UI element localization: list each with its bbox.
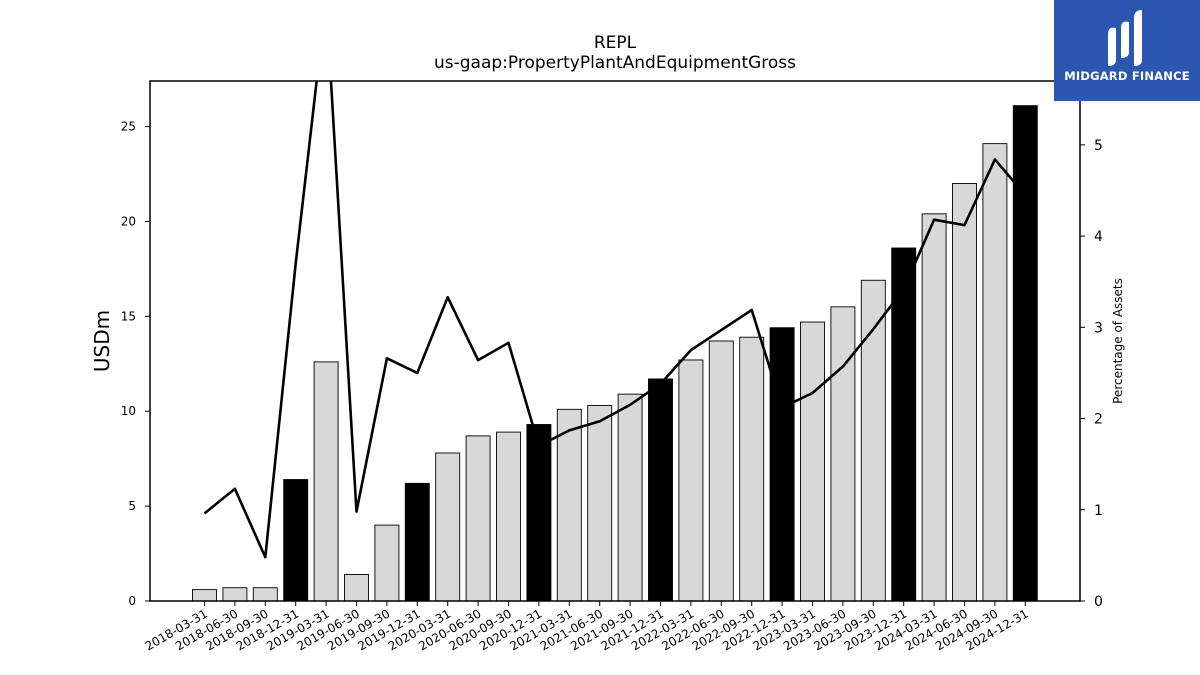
midgard-logo-icon [1108,10,1142,67]
bar-2024-12-31 [1012,105,1038,602]
bar-2022-12-31 [769,327,795,602]
line-group [203,81,1027,559]
y-tick-label: 5 [128,499,136,513]
bar-2022-09-30 [739,336,765,602]
bar-2019-06-30 [344,573,369,602]
y-tick-label: 15 [121,309,136,323]
y2-tick-label: 4 [1094,229,1103,245]
bar-2018-12-31 [283,479,309,602]
bar-2021-06-30 [587,405,613,602]
bar-2024-06-30 [952,183,977,602]
y2-tick-label: 3 [1094,320,1103,336]
percentage-line [203,81,1027,559]
bar-2023-12-31 [891,247,917,602]
bar-2020-03-31 [435,452,461,602]
x-axis: 2018-03-312018-06-302018-09-302018-12-31… [143,601,1031,653]
bar-2024-09-30 [982,143,1008,602]
bar-2020-12-31 [526,424,552,602]
bar-2023-03-31 [800,321,825,602]
bar-2022-06-30 [708,340,734,602]
y-axis-left: 0 5 10 15 20 25 [121,120,150,608]
y-tick-label: 0 [128,594,136,608]
y-tick-label: 10 [121,404,136,418]
bar-2018-06-30 [222,587,248,602]
y2-tick-label: 2 [1094,412,1103,428]
bar-2023-06-30 [830,306,856,602]
y2-tick-label: 0 [1094,594,1103,610]
chart-title: REPL [594,33,637,53]
chart-subtitle: us-gaap:PropertyPlantAndEquipmentGross [434,53,796,73]
bar-2018-03-31 [192,589,217,602]
logo-text: MIDGARD FINANCE [1064,69,1190,83]
bar-2019-09-30 [374,524,400,602]
bar-2020-09-30 [496,431,521,602]
bar-2024-03-31 [921,213,947,602]
bar-2021-12-31 [648,378,673,602]
y-tick-label: 25 [121,120,136,134]
bars-group [192,105,1038,602]
y2-tick-label: 1 [1094,503,1103,519]
brand-logo: MIDGARD FINANCE [1054,0,1200,101]
bar-2023-09-30 [860,279,886,602]
plot-frame [149,80,1081,602]
bar-2018-09-30 [252,587,278,602]
bar-2021-09-30 [617,393,643,602]
bar-2019-03-31 [313,361,339,602]
y2-axis-label: Percentage of Assets [1111,278,1125,404]
y-axis-right: 0 1 2 3 4 5 [1080,138,1103,610]
y-axis-label: USDm [90,310,114,372]
y-tick-label: 20 [121,214,136,228]
bar-2019-12-31 [404,482,430,602]
bar-2020-06-30 [465,435,491,602]
bar-2021-03-31 [556,408,582,602]
y2-tick-label: 5 [1094,138,1103,154]
bar-2022-03-31 [678,359,704,602]
